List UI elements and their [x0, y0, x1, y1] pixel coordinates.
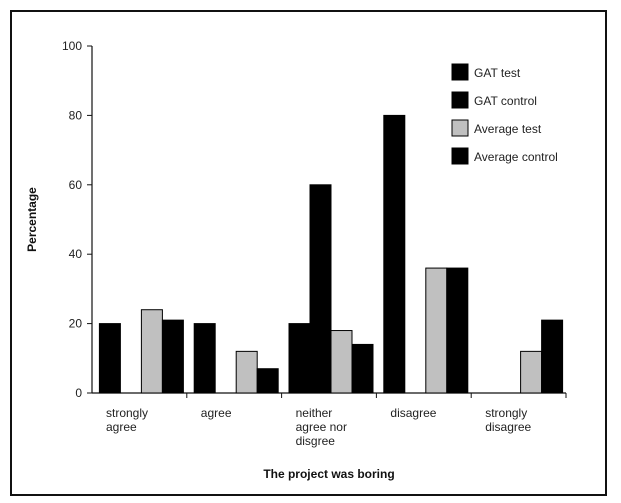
legend-label: Average control: [474, 150, 558, 164]
bar-average-test: [520, 350, 543, 394]
legend-label: GAT control: [474, 94, 537, 108]
bar-average-test: [425, 267, 448, 394]
chart-frame: [10, 10, 607, 496]
x-category-label: agree: [201, 406, 232, 420]
legend-swatch: [451, 91, 469, 109]
x-category-label: strongly disagree: [485, 406, 531, 434]
y-tick-label: 0: [75, 386, 82, 400]
legend-swatch: [451, 147, 469, 165]
y-axis-title: Percentage: [25, 187, 39, 252]
bar-gat-test: [98, 323, 121, 394]
y-tick-label: 40: [69, 247, 83, 261]
bar-average-test: [330, 330, 353, 394]
x-axis-title: The project was boring: [263, 467, 394, 481]
y-tick-label: 100: [62, 39, 82, 53]
bar-gat-test: [383, 114, 406, 394]
bar-average-control: [256, 368, 279, 394]
y-tick-label: 60: [69, 178, 83, 192]
x-category-label: strongly agree: [106, 406, 148, 434]
bar-average-control: [541, 319, 564, 394]
y-tick-labels: 0 20 40 60 80 100: [62, 39, 82, 400]
bar-average-control: [351, 343, 374, 394]
x-category-labels: strongly agree agree neither agree nor disgre…: [106, 406, 532, 448]
legend-swatch: [451, 63, 469, 81]
y-tick-label: 20: [69, 317, 83, 331]
bar-average-control: [161, 319, 184, 394]
bar-average-control: [446, 267, 469, 394]
bar-gat-test: [288, 323, 311, 394]
legend-swatch: [451, 119, 469, 137]
x-category-label: disagree: [390, 406, 436, 420]
legend-label: GAT test: [474, 66, 521, 80]
bar-average-test: [235, 350, 258, 394]
bar-gat-test: [193, 323, 216, 394]
y-tick-label: 80: [69, 108, 83, 122]
bars: [98, 114, 564, 394]
bar-gat-control: [309, 184, 332, 394]
legend: GAT test GAT control Average test Average c…: [451, 63, 558, 165]
x-category-label: neither agree nor disgree: [296, 406, 347, 448]
bar-average-test: [140, 309, 163, 394]
legend-label: Average test: [474, 122, 542, 136]
